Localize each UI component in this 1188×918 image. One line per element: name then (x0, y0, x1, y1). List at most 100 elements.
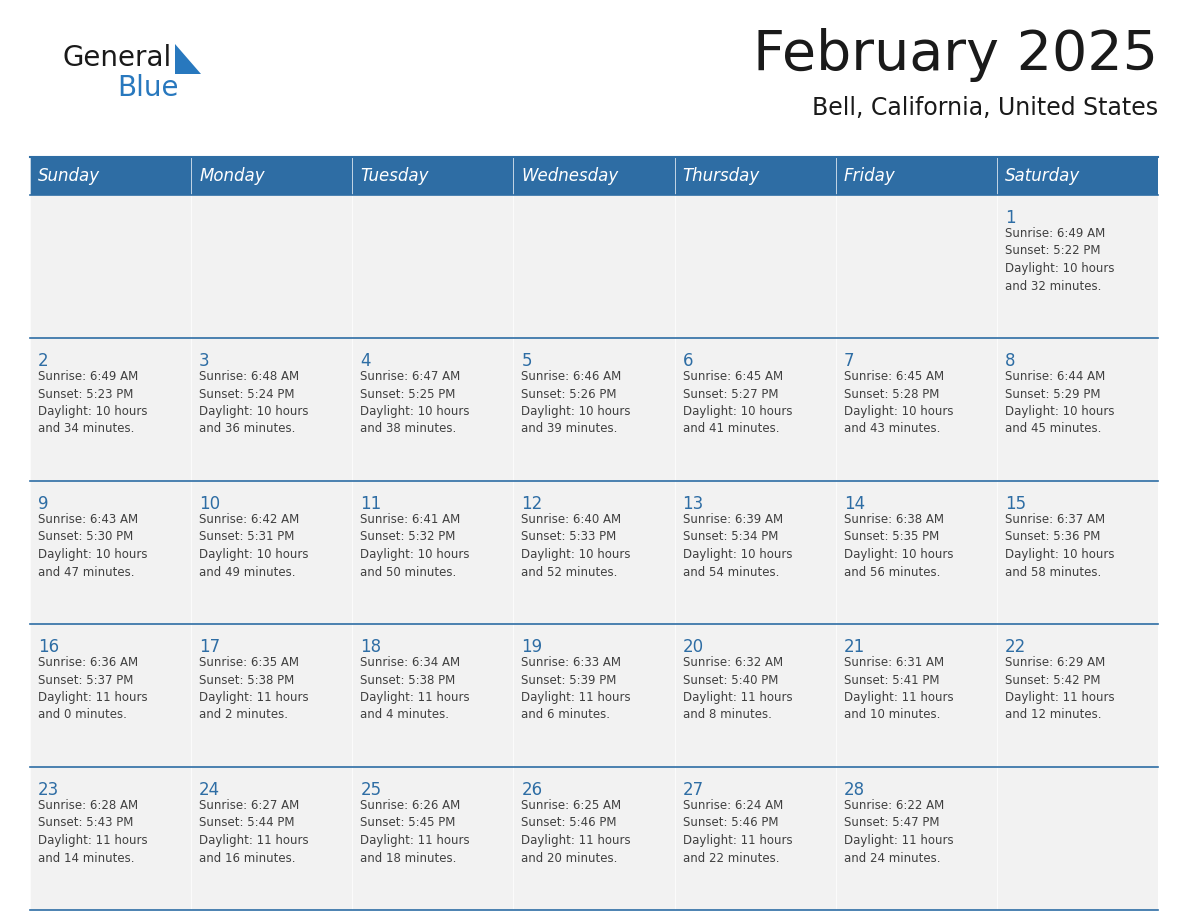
Text: Daylight: 10 hours: Daylight: 10 hours (843, 548, 953, 561)
Text: 23: 23 (38, 781, 59, 799)
Text: 17: 17 (200, 638, 220, 656)
Text: Daylight: 11 hours: Daylight: 11 hours (200, 834, 309, 847)
Bar (675, 338, 835, 481)
Text: and 22 minutes.: and 22 minutes. (683, 852, 779, 865)
Text: Sunset: 5:46 PM: Sunset: 5:46 PM (683, 816, 778, 830)
Text: 22: 22 (1005, 638, 1026, 656)
Text: 12: 12 (522, 495, 543, 513)
Text: and 56 minutes.: and 56 minutes. (843, 565, 940, 578)
Text: 24: 24 (200, 781, 220, 799)
Text: Sunrise: 6:31 AM: Sunrise: 6:31 AM (843, 656, 943, 669)
Text: and 20 minutes.: and 20 minutes. (522, 852, 618, 865)
Text: Sunrise: 6:49 AM: Sunrise: 6:49 AM (38, 370, 138, 383)
Bar (513, 767, 675, 910)
Bar (835, 157, 997, 195)
Bar (835, 624, 997, 767)
Text: 6: 6 (683, 352, 693, 370)
Text: Daylight: 11 hours: Daylight: 11 hours (200, 691, 309, 704)
Text: 11: 11 (360, 495, 381, 513)
Text: and 18 minutes.: and 18 minutes. (360, 852, 456, 865)
Text: Daylight: 11 hours: Daylight: 11 hours (522, 691, 631, 704)
Text: 5: 5 (522, 352, 532, 370)
Bar (513, 195, 675, 338)
Text: Friday: Friday (843, 167, 896, 185)
Text: Sunrise: 6:25 AM: Sunrise: 6:25 AM (522, 799, 621, 812)
Text: Sunset: 5:46 PM: Sunset: 5:46 PM (522, 816, 617, 830)
Text: and 0 minutes.: and 0 minutes. (38, 709, 127, 722)
Bar (513, 338, 675, 481)
Text: Daylight: 11 hours: Daylight: 11 hours (683, 691, 792, 704)
Text: General: General (62, 44, 171, 72)
Text: 15: 15 (1005, 495, 1026, 513)
Text: and 10 minutes.: and 10 minutes. (843, 709, 940, 722)
Bar (835, 481, 997, 624)
Text: Sunset: 5:39 PM: Sunset: 5:39 PM (522, 674, 617, 687)
Polygon shape (175, 44, 201, 74)
Text: Sunrise: 6:44 AM: Sunrise: 6:44 AM (1005, 370, 1105, 383)
Text: 18: 18 (360, 638, 381, 656)
Text: Monday: Monday (200, 167, 265, 185)
Text: Sunset: 5:24 PM: Sunset: 5:24 PM (200, 387, 295, 400)
Text: 20: 20 (683, 638, 703, 656)
Text: and 38 minutes.: and 38 minutes. (360, 422, 456, 435)
Bar (675, 624, 835, 767)
Text: Daylight: 10 hours: Daylight: 10 hours (683, 405, 792, 418)
Bar (30, 481, 191, 624)
Text: Daylight: 11 hours: Daylight: 11 hours (360, 691, 470, 704)
Text: and 54 minutes.: and 54 minutes. (683, 565, 779, 578)
Text: and 47 minutes.: and 47 minutes. (38, 565, 134, 578)
Text: and 16 minutes.: and 16 minutes. (200, 852, 296, 865)
Text: and 52 minutes.: and 52 minutes. (522, 565, 618, 578)
Text: Sunset: 5:29 PM: Sunset: 5:29 PM (1005, 387, 1100, 400)
Text: and 4 minutes.: and 4 minutes. (360, 709, 449, 722)
Text: 19: 19 (522, 638, 543, 656)
Text: Sunrise: 6:49 AM: Sunrise: 6:49 AM (1005, 227, 1105, 240)
Text: Daylight: 10 hours: Daylight: 10 hours (38, 548, 147, 561)
Text: Daylight: 10 hours: Daylight: 10 hours (1005, 548, 1114, 561)
Text: Sunset: 5:27 PM: Sunset: 5:27 PM (683, 387, 778, 400)
Text: Sunset: 5:38 PM: Sunset: 5:38 PM (360, 674, 455, 687)
Bar (997, 481, 1158, 624)
Text: Sunrise: 6:34 AM: Sunrise: 6:34 AM (360, 656, 461, 669)
Text: and 34 minutes.: and 34 minutes. (38, 422, 134, 435)
Text: February 2025: February 2025 (753, 28, 1158, 82)
Text: Sunrise: 6:37 AM: Sunrise: 6:37 AM (1005, 513, 1105, 526)
Text: Blue: Blue (116, 74, 178, 102)
Bar (835, 338, 997, 481)
Text: and 8 minutes.: and 8 minutes. (683, 709, 771, 722)
Text: Daylight: 10 hours: Daylight: 10 hours (360, 405, 469, 418)
Bar (30, 624, 191, 767)
Text: Daylight: 11 hours: Daylight: 11 hours (683, 834, 792, 847)
Text: Sunset: 5:43 PM: Sunset: 5:43 PM (38, 816, 133, 830)
Text: and 41 minutes.: and 41 minutes. (683, 422, 779, 435)
Text: Daylight: 10 hours: Daylight: 10 hours (1005, 262, 1114, 275)
Bar (353, 195, 513, 338)
Bar (191, 767, 353, 910)
Text: and 12 minutes.: and 12 minutes. (1005, 709, 1101, 722)
Bar (675, 195, 835, 338)
Bar (835, 195, 997, 338)
Text: Daylight: 10 hours: Daylight: 10 hours (360, 548, 469, 561)
Text: Sunrise: 6:45 AM: Sunrise: 6:45 AM (843, 370, 943, 383)
Bar (835, 767, 997, 910)
Text: Sunset: 5:31 PM: Sunset: 5:31 PM (200, 531, 295, 543)
Text: Sunrise: 6:38 AM: Sunrise: 6:38 AM (843, 513, 943, 526)
Bar (675, 481, 835, 624)
Bar (30, 157, 191, 195)
Text: Tuesday: Tuesday (360, 167, 429, 185)
Text: Sunset: 5:22 PM: Sunset: 5:22 PM (1005, 244, 1100, 258)
Bar (997, 338, 1158, 481)
Bar (191, 195, 353, 338)
Text: Sunrise: 6:32 AM: Sunrise: 6:32 AM (683, 656, 783, 669)
Text: Sunset: 5:41 PM: Sunset: 5:41 PM (843, 674, 940, 687)
Text: Daylight: 10 hours: Daylight: 10 hours (200, 405, 309, 418)
Bar (513, 481, 675, 624)
Text: Sunday: Sunday (38, 167, 100, 185)
Text: Daylight: 10 hours: Daylight: 10 hours (200, 548, 309, 561)
Text: and 6 minutes.: and 6 minutes. (522, 709, 611, 722)
Text: Sunrise: 6:22 AM: Sunrise: 6:22 AM (843, 799, 944, 812)
Text: Thursday: Thursday (683, 167, 760, 185)
Bar (353, 157, 513, 195)
Bar (30, 338, 191, 481)
Text: 4: 4 (360, 352, 371, 370)
